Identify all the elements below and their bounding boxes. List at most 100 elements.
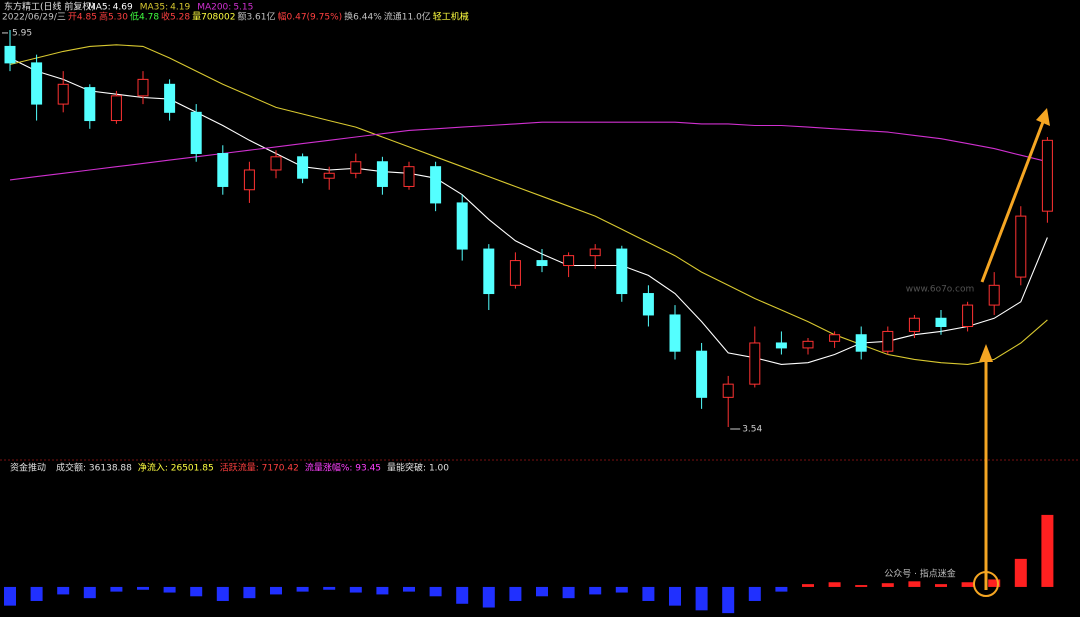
bar: [908, 581, 921, 587]
candle-body: [775, 342, 787, 349]
candle-body: [616, 248, 628, 295]
info-item: 低4.78: [130, 11, 159, 23]
bar: [376, 586, 389, 595]
watermark: 公众号 · 指点迷金: [884, 568, 956, 580]
candle-body: [829, 334, 841, 342]
bar: [536, 586, 548, 597]
indicator-item: 成交额: 36138.88: [56, 462, 132, 474]
bar: [163, 586, 176, 593]
info-item: 收5.28: [161, 11, 190, 23]
candle-body: [669, 314, 681, 352]
bar: [695, 586, 708, 611]
info-item: 量708002: [192, 12, 235, 23]
bar: [323, 586, 336, 590]
ma-line: [9, 121, 1048, 181]
ma-value: 5.15: [233, 3, 253, 13]
info-item: 轻工机械: [433, 11, 469, 23]
ma-name: MA200:: [197, 3, 231, 13]
candle-body: [563, 255, 575, 267]
candle-body: [536, 260, 548, 267]
ma-value: 4.69: [113, 3, 133, 13]
bar: [615, 586, 628, 593]
candle-body: [4, 45, 16, 64]
indicator-bar: 资金推动 成交额: 36138.88 净流入: 26501.85 活跃流量: 7170…: [10, 462, 449, 474]
candle-body: [935, 317, 947, 327]
candle-body: [908, 317, 920, 332]
candle-body: [855, 334, 867, 352]
indicator-title: 资金推动: [10, 462, 46, 474]
bar: [190, 586, 203, 597]
bar: [270, 586, 282, 595]
bar: [429, 586, 442, 597]
candle-body: [1015, 215, 1027, 278]
candle-body: [137, 78, 149, 97]
indicator-item: 净流入: 26501.85: [138, 462, 214, 474]
info-item: 换6.44%: [344, 11, 382, 23]
bar: [775, 586, 788, 592]
candle-body: [376, 161, 388, 187]
bar: [722, 586, 735, 614]
candle-body: [57, 83, 69, 105]
bar: [243, 586, 256, 599]
candle-body: [802, 340, 814, 349]
candle-body: [243, 169, 255, 191]
bar: [296, 586, 309, 592]
info-bar: 2022/06/29/三 开4.85 高5.30 低4.78 收5.28 量708002 额…: [2, 11, 469, 23]
bar: [669, 586, 681, 606]
bar: [456, 586, 469, 604]
candle-body: [483, 248, 495, 295]
bar: [802, 584, 814, 587]
bar: [216, 586, 229, 601]
bar: [881, 583, 894, 587]
bar: [1041, 514, 1054, 587]
candle-body: [962, 304, 974, 327]
bar: [589, 586, 602, 595]
info-item: 流通11.0亿: [384, 11, 431, 23]
candle-body: [882, 330, 894, 352]
candle-body: [217, 153, 229, 187]
candle-body: [722, 383, 734, 398]
info-item: 幅0.47(9.75%): [278, 11, 343, 23]
candle-body: [589, 248, 601, 257]
bar: [482, 586, 495, 608]
info-item: 额3.61亿: [237, 11, 275, 23]
indicator-chart: [4, 514, 1054, 614]
bar: [642, 586, 655, 601]
price-chart: 5.95 3.54: [2, 28, 1053, 434]
low-label: 3.54: [742, 424, 762, 434]
indicator-item: 流量涨幅%: 93.45: [305, 462, 381, 474]
bar: [855, 585, 868, 587]
ma-name: MA35:: [140, 3, 168, 13]
bar: [403, 586, 415, 592]
candle-body: [164, 83, 176, 113]
info-item: 2022/06/29/三: [2, 13, 66, 23]
ma-line: [9, 44, 1048, 365]
candle-body: [696, 350, 708, 398]
bar: [57, 586, 70, 595]
bar: [509, 586, 522, 601]
candle-body: [642, 293, 654, 316]
ma-value: 4.19: [170, 3, 190, 13]
candle-body: [509, 260, 521, 286]
candle-body: [350, 161, 362, 174]
watermark: www.6o7o.com: [906, 285, 975, 295]
candle-body: [988, 284, 1000, 306]
candle-body: [31, 62, 43, 105]
candle-body: [323, 172, 335, 179]
indicator-item: 量能突破: 1.00: [387, 462, 449, 474]
candle-body: [1041, 139, 1053, 212]
bar: [83, 586, 96, 599]
bar: [349, 586, 362, 593]
candle-body: [456, 202, 468, 250]
candle-body: [190, 111, 202, 155]
ma-line: [9, 57, 1048, 365]
candle-body: [84, 87, 96, 122]
bar: [961, 582, 974, 587]
bar: [562, 586, 575, 599]
bar: [110, 586, 123, 592]
bar: [4, 586, 16, 606]
info-item: 高5.30: [99, 11, 128, 23]
candle-body: [110, 95, 122, 122]
bar: [30, 586, 43, 601]
